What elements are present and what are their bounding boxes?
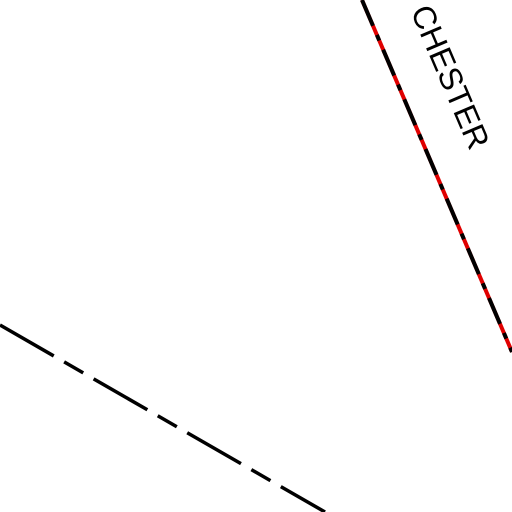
road-line-dashes	[360, 0, 512, 353]
boundary-line	[0, 323, 326, 512]
